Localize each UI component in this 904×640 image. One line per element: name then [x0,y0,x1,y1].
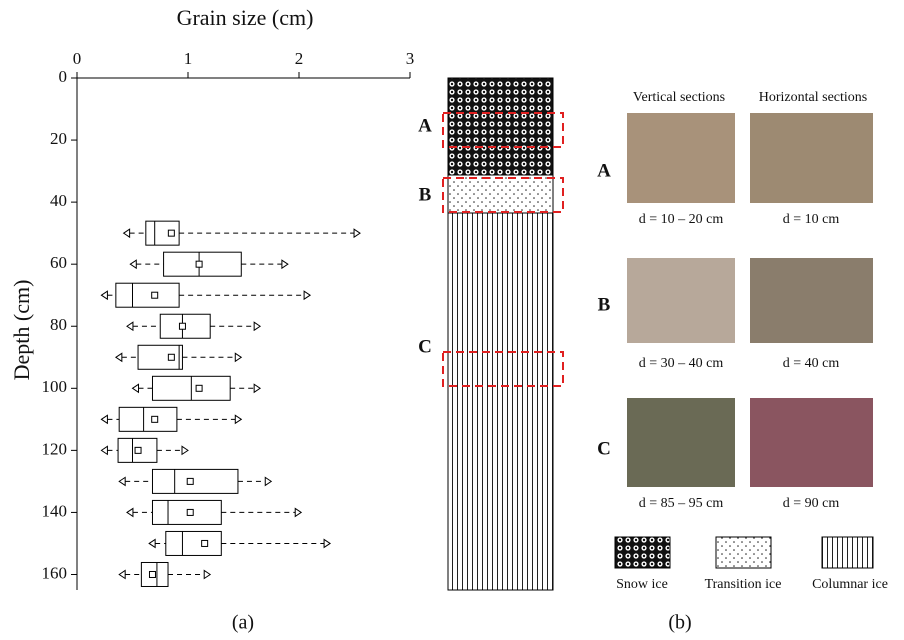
transition-ice-layer [448,175,553,213]
max-marker [254,384,260,392]
min-marker [127,508,133,516]
section-label: B [419,184,432,205]
x-tick-label: 0 [73,49,82,68]
column-header: Horizontal sections [759,90,867,105]
max-marker [324,539,330,547]
min-marker [101,291,107,299]
legend-label: Columnar ice [812,577,888,592]
max-marker [295,508,301,516]
max-marker [282,260,288,268]
photo [627,258,735,343]
mean-marker [168,354,174,360]
photo [627,113,735,203]
max-marker [235,415,241,423]
legend-swatch [822,537,873,568]
box [138,345,182,369]
max-marker [354,229,360,237]
legend-label: Snow ice [616,577,668,592]
mean-marker [202,540,208,546]
mean-marker [196,385,202,391]
depth-caption: d = 10 cm [783,212,840,227]
mean-marker [152,416,158,422]
y-tick-label: 60 [50,253,67,272]
max-marker [182,446,188,454]
max-marker [265,477,271,485]
max-marker [235,353,241,361]
depth-caption: d = 10 – 20 cm [639,212,724,227]
section-label: A [418,115,432,136]
x-tick-label: 3 [406,49,415,68]
y-tick-label: 80 [50,315,67,334]
box [152,469,237,493]
column-header: Vertical sections [633,90,725,105]
x-tick-label: 1 [184,49,193,68]
mean-marker [187,509,193,515]
legend-swatch [615,537,670,568]
max-marker [254,322,260,330]
min-marker [130,260,136,268]
depth-caption: d = 30 – 40 cm [639,356,724,371]
box [119,407,177,431]
panel-label: (b) [668,612,691,634]
y-tick-label: 40 [50,191,67,210]
max-marker [204,570,210,578]
mean-marker [196,261,202,267]
mean-marker [152,292,158,298]
legend-swatch [716,537,771,568]
min-marker [119,477,125,485]
mean-marker [149,571,155,577]
depth-caption: d = 40 cm [783,356,840,371]
snow-ice-layer [448,78,553,175]
box [166,531,222,555]
row-label: B [598,294,611,315]
box [116,283,179,307]
photo [750,398,873,487]
x-axis-title: Grain size (cm) [177,5,314,30]
y-tick-label: 160 [42,563,68,582]
y-tick-label: 140 [42,501,68,520]
max-marker [304,291,310,299]
row-label: A [597,160,611,181]
y-tick-label: 120 [42,439,68,458]
mean-marker [187,478,193,484]
min-marker [101,415,107,423]
min-marker [101,446,107,454]
min-marker [127,322,133,330]
panel-label: (a) [232,612,254,634]
min-marker [149,539,155,547]
min-marker [133,384,139,392]
min-marker [124,229,130,237]
figure: Grain size (cm) Depth (cm) (a) (b) A B C… [0,0,904,640]
photo [627,398,735,487]
y-tick-label: 100 [42,377,68,396]
mean-marker [135,447,141,453]
photo [750,258,873,343]
y-tick-label: 0 [59,67,68,86]
legend-label: Transition ice [705,577,782,592]
y-axis-title: Depth (cm) [9,280,34,381]
depth-caption: d = 90 cm [783,496,840,511]
mean-marker [168,230,174,236]
min-marker [116,353,122,361]
columnar-ice-layer [448,213,553,590]
row-label: C [597,438,611,459]
min-marker [119,570,125,578]
photo [750,113,873,203]
y-tick-label: 20 [50,129,67,148]
mean-marker [179,323,185,329]
x-tick-label: 2 [295,49,304,68]
section-label: C [418,336,432,357]
depth-caption: d = 85 – 95 cm [639,496,724,511]
